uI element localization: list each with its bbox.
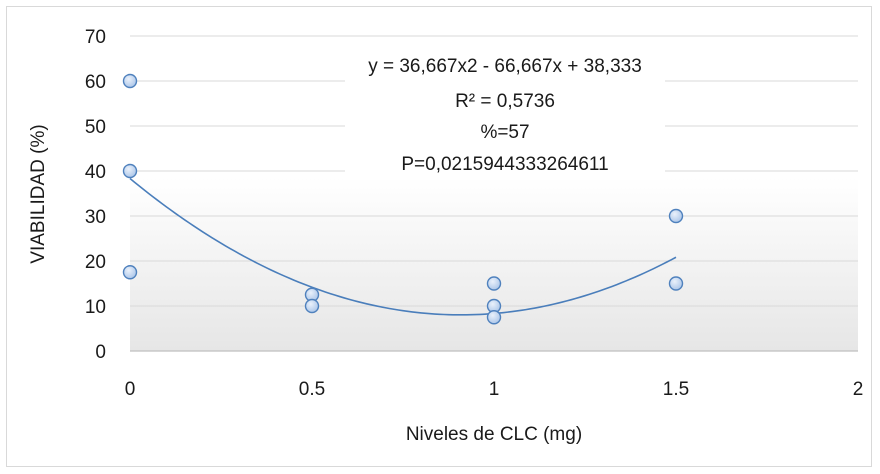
x-tick-labels: 0 0.5 1 1.5 2 [125,379,864,400]
x-tick-label: 0 [125,379,136,400]
y-tick-label: 0 [95,342,106,363]
percent-label: %=57 [480,122,529,143]
r-squared-label: R² = 0,5736 [455,91,555,112]
p-value-label: P=0,0215944333264611 [401,154,608,175]
x-tick-label: 1.5 [663,379,689,400]
x-tick-label: 0.5 [299,379,325,400]
y-tick-label: 20 [85,252,106,273]
y-tick-label: 40 [85,162,106,183]
y-axis-title: VIABILIDAD (%) [28,124,49,263]
data-point [122,163,138,179]
y-tick-label: 60 [85,72,106,93]
data-point [122,265,138,280]
data-points [122,73,684,325]
data-point [668,276,684,291]
y-tick-label: 10 [85,297,106,318]
trendline [129,177,677,316]
y-tick-label: 50 [85,117,106,138]
data-point [486,276,502,291]
data-point [304,298,320,314]
x-axis-title: Niveles de CLC (mg) [406,424,582,445]
y-tick-label: 70 [85,27,106,48]
x-tick-label: 2 [853,379,864,400]
data-point [122,73,138,89]
y-tick-label: 30 [85,207,106,228]
y-tick-labels: 0 10 20 30 40 50 60 70 [85,27,106,363]
x-tick-label: 1 [489,379,500,400]
equation-label: y = 36,667x2 - 66,667x + 38,333 [368,56,642,77]
data-point [668,208,684,224]
data-point [486,310,502,325]
annotation-background [345,48,665,180]
trendline-annotation: y = 36,667x2 - 66,667x + 38,333 R² = 0,5… [368,56,642,175]
